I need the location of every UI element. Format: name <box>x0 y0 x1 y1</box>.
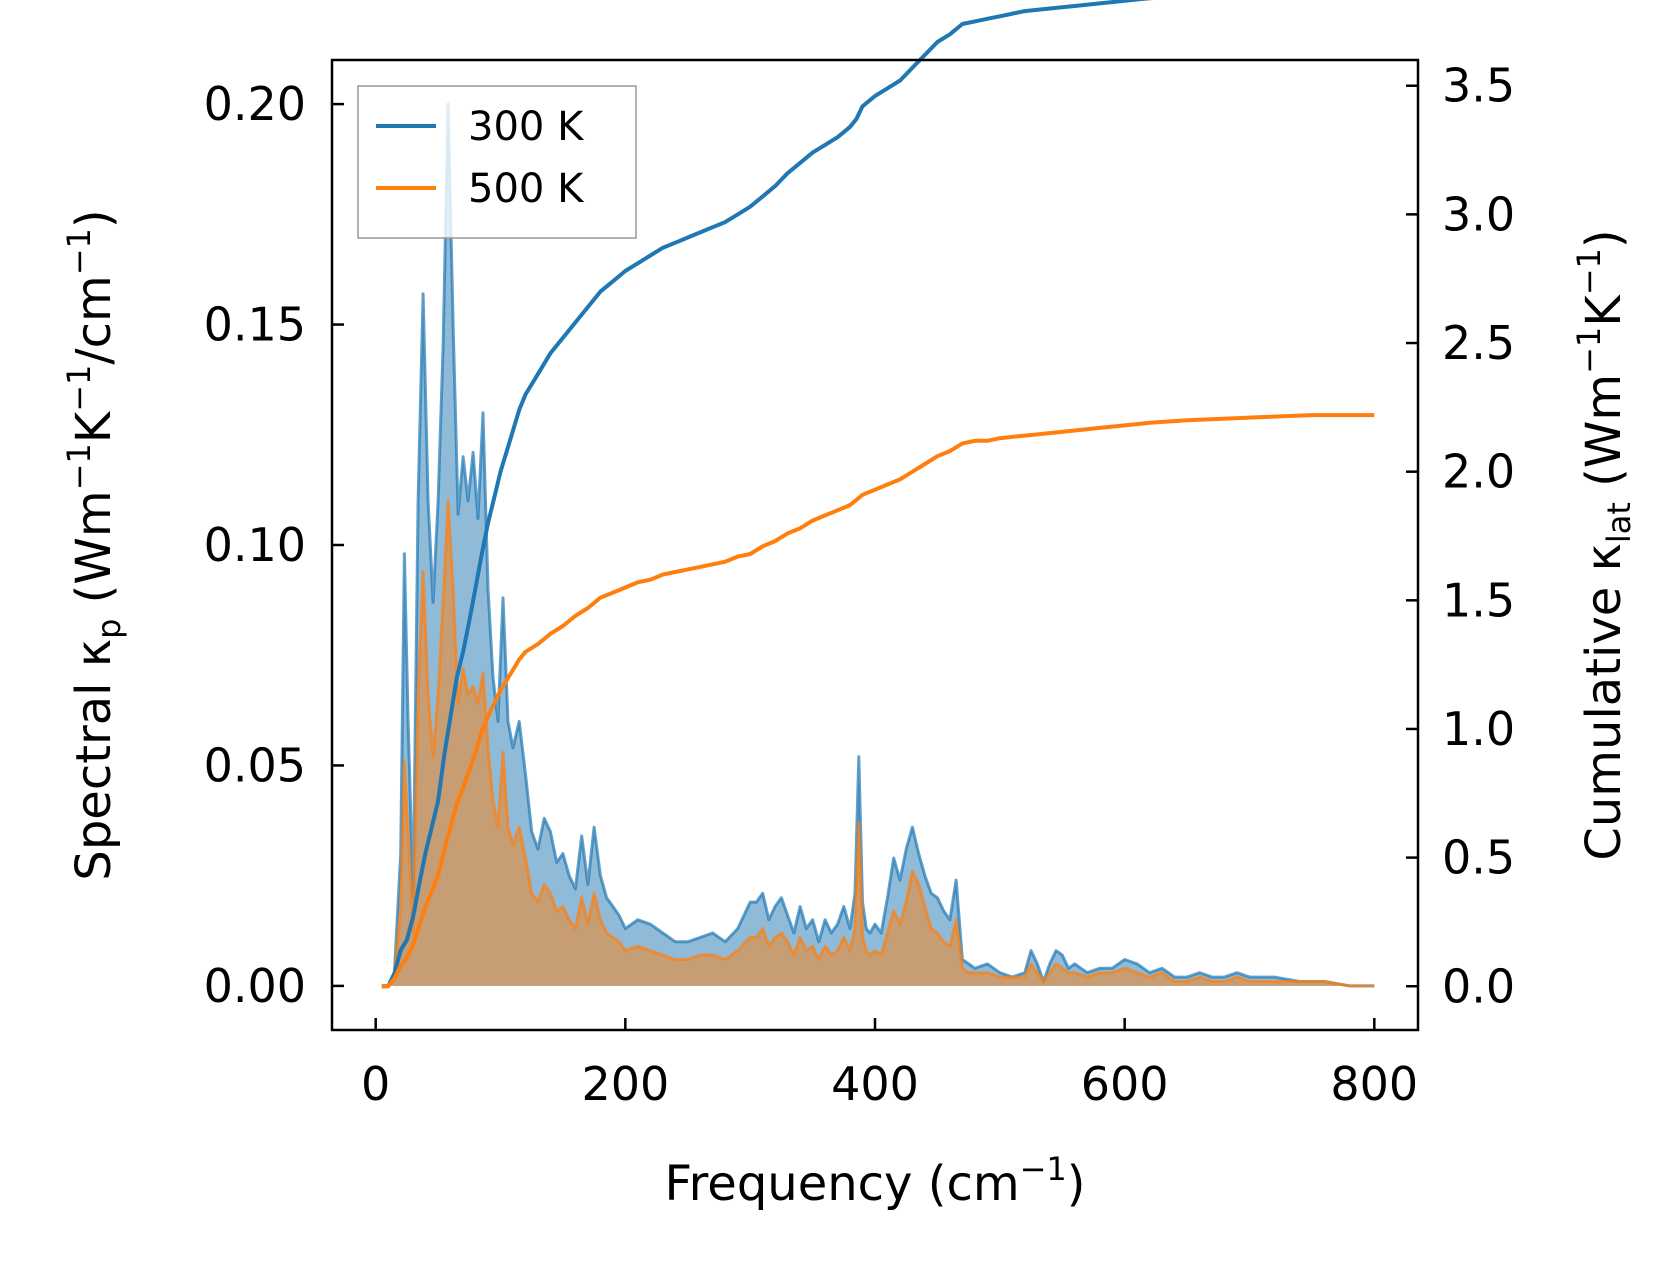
y-left-tick-label: 0.10 <box>204 518 306 572</box>
y-right-label-prefix: Cumulative κ <box>1576 543 1632 861</box>
y-right-label-sub: lat <box>1600 502 1638 543</box>
y-left-label-prefix: Spectral κ <box>66 639 122 881</box>
y-left-label-mid3: /cm <box>66 275 122 364</box>
y-right-axis-label: Cumulative κlat (Wm−1K−1) <box>1570 229 1638 860</box>
legend-box <box>357 85 637 239</box>
y-right-tick-label: 2.5 <box>1442 316 1515 370</box>
y-left-label-sub: p <box>90 619 128 639</box>
y-right-tick-label: 1.5 <box>1442 573 1515 627</box>
y-right-tick-label: 0.0 <box>1442 959 1515 1013</box>
y-right-tick-label: 0.5 <box>1442 831 1515 885</box>
cumulative-line-300k <box>381 0 1153 989</box>
y-right-tick-label: 2.0 <box>1442 445 1515 499</box>
x-tick-label: 600 <box>1081 1057 1169 1111</box>
spectral-fill-500k <box>381 500 1375 986</box>
y-left-label-mid2: K <box>66 410 122 443</box>
y-left-axis-label: Spectral κp (Wm−1K−1/cm−1) <box>60 209 128 880</box>
spectral-line-500k <box>381 499 1375 988</box>
y-left-tick-label: 0.20 <box>204 77 306 131</box>
plot-area <box>381 0 1375 989</box>
y-left-tick-label: 0.00 <box>204 959 306 1013</box>
y-right-label-sup2: −1 <box>1570 248 1608 295</box>
y-right-tick-label: 3.0 <box>1442 187 1515 241</box>
x-tick-label: 400 <box>831 1057 919 1111</box>
y-left-label-sup2: −1 <box>60 365 98 412</box>
axis-ticks: 0 200 400 600 800 0.00 0.05 0.10 0.15 0.20 0.0 0.5 1… <box>204 59 1516 1111</box>
spectral-line-300k <box>381 102 1375 988</box>
x-axis-label: Frequency (cm−1) <box>664 1150 1085 1212</box>
legend-label-300k: 300 K <box>468 104 585 150</box>
legend: 300 K 500 K <box>357 85 637 239</box>
y-left-tick-label: 0.05 <box>204 738 306 792</box>
y-left-label-end: ) <box>66 209 122 228</box>
cumulative-line-500k <box>381 413 1375 989</box>
y-left-label-sup1: −1 <box>60 443 98 490</box>
y-right-label-end: ) <box>1576 229 1632 248</box>
x-tick-label: 0 <box>361 1057 390 1111</box>
x-tick-label: 200 <box>581 1057 669 1111</box>
y-right-label-sup1: −1 <box>1570 327 1608 374</box>
y-right-label-mid2: K <box>1576 294 1632 327</box>
y-left-tick-label: 0.15 <box>204 298 306 352</box>
y-right-label-mid1: (Wm <box>1576 374 1632 502</box>
y-right-tick-label: 1.0 <box>1442 702 1515 756</box>
x-axis-label-text: Frequency (cm <box>664 1156 1019 1212</box>
y-left-label-mid1: (Wm <box>66 490 122 618</box>
legend-label-500k: 500 K <box>468 166 585 212</box>
y-right-tick-label: 3.5 <box>1442 59 1515 113</box>
x-axis-label-sup: −1 <box>1020 1150 1067 1188</box>
x-tick-label: 800 <box>1330 1057 1418 1111</box>
x-axis-label-end: ) <box>1067 1156 1086 1212</box>
y-left-label-sup3: −1 <box>60 228 98 275</box>
